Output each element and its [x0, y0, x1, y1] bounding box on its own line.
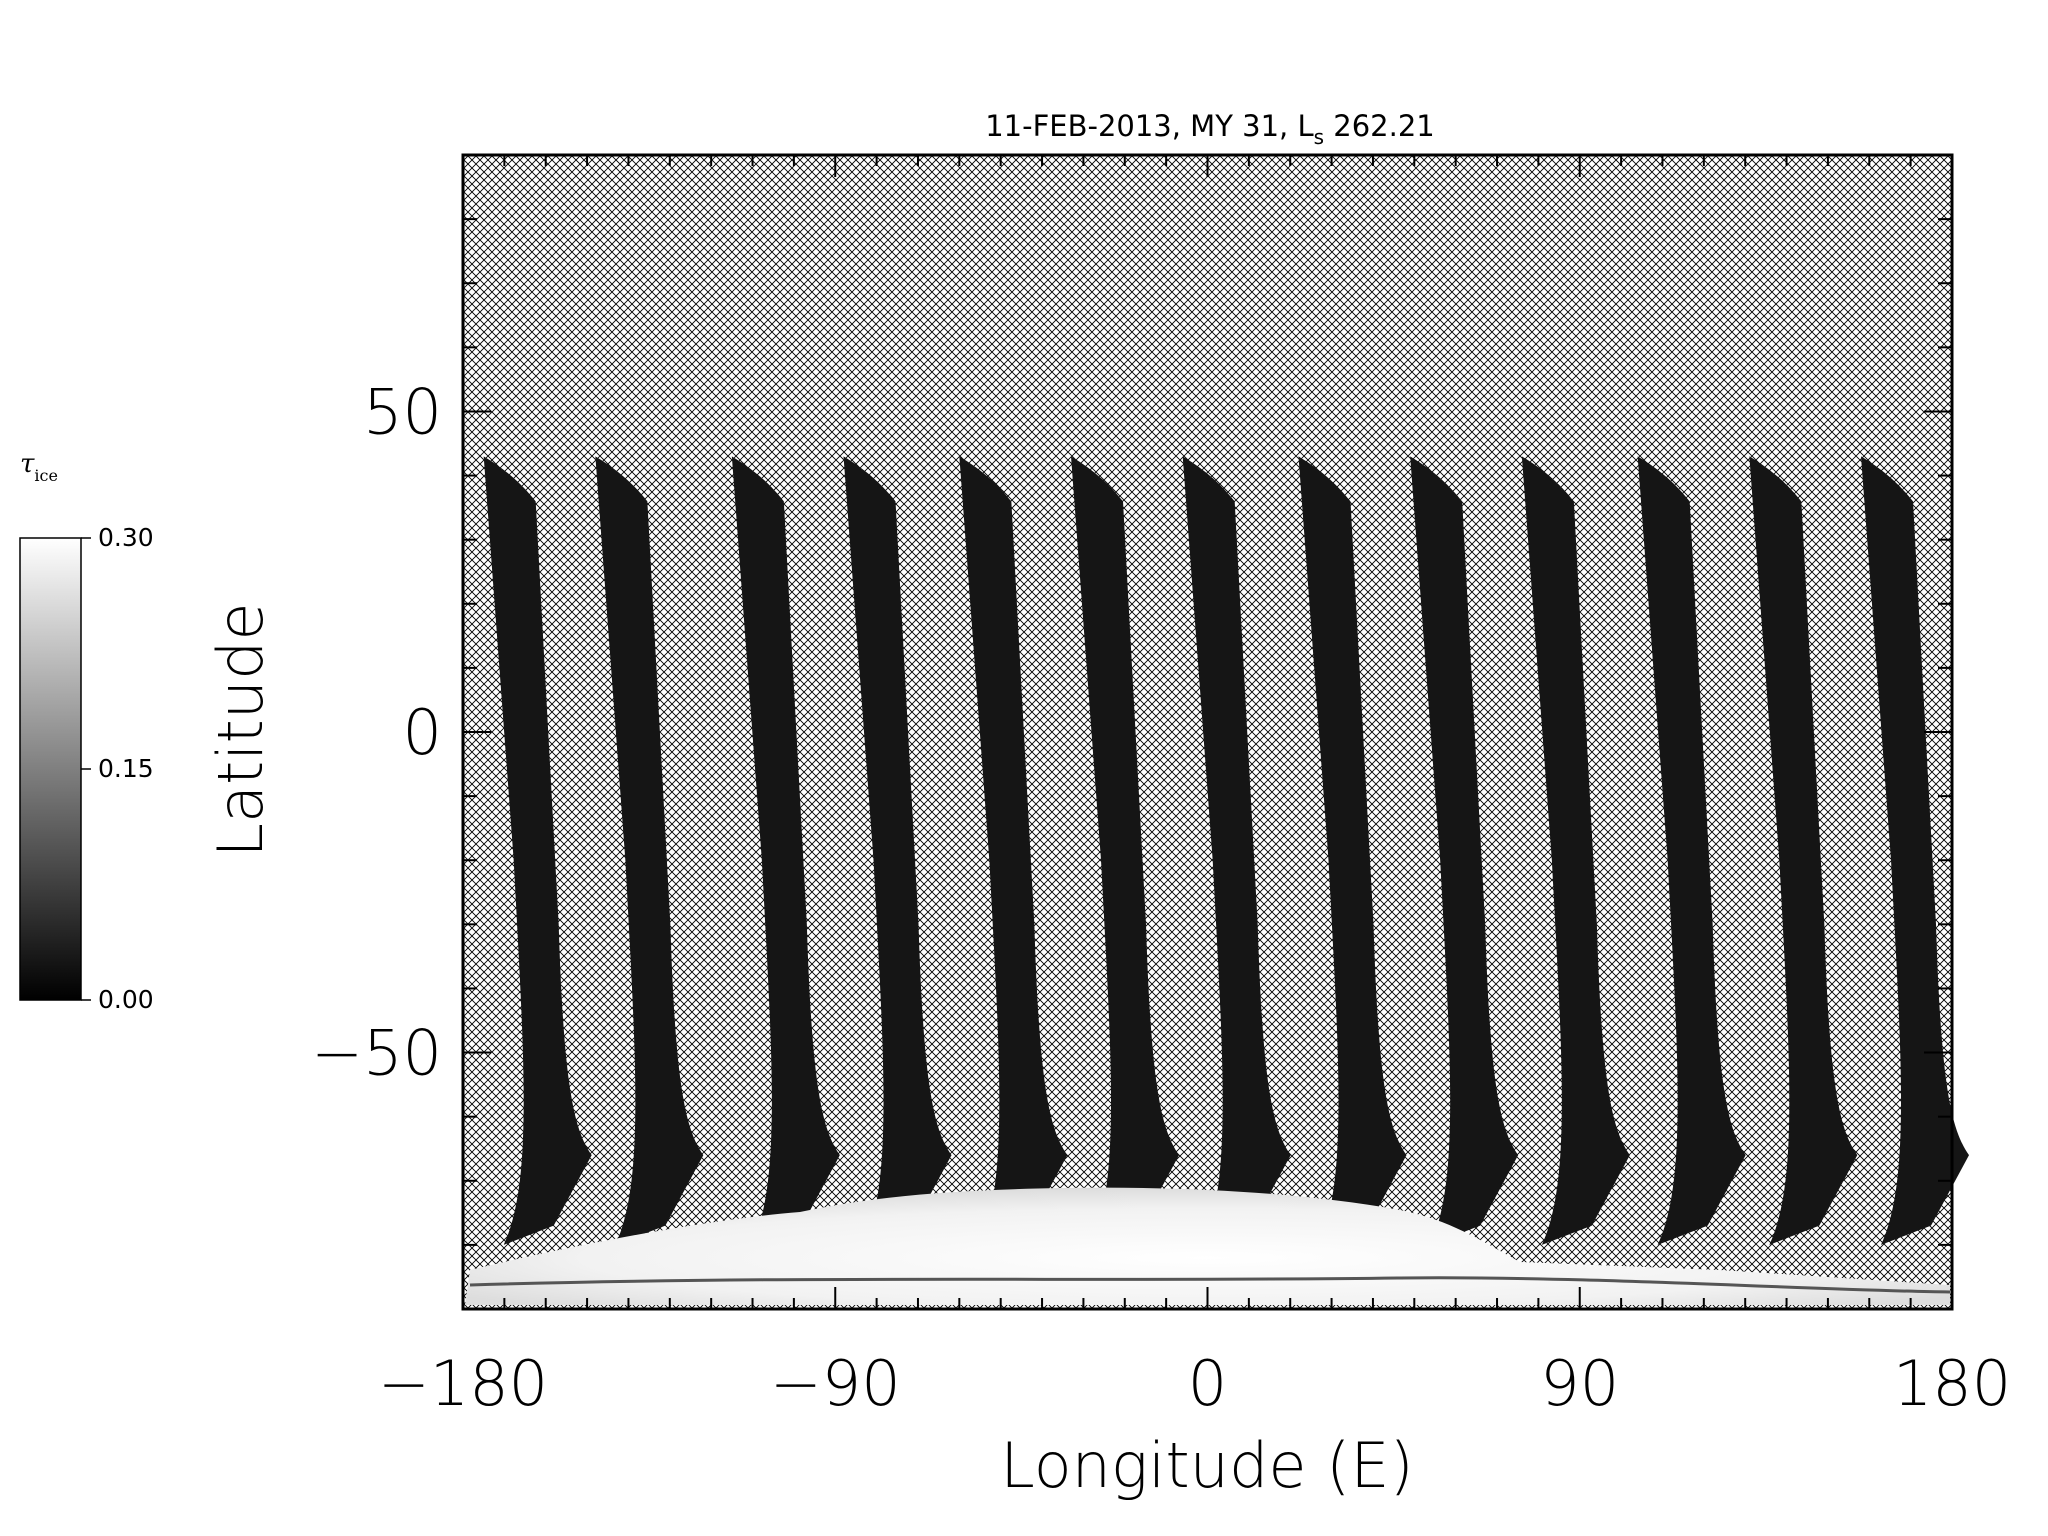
y-axis-label: Latitude: [204, 602, 277, 857]
x-tick-label: −90: [770, 1347, 901, 1420]
x-tick-label: 90: [1540, 1347, 1619, 1420]
swath-strip: [595, 456, 704, 1245]
colorbar: τice 0.00 0.15 0.30: [19, 449, 154, 1014]
x-tick-labels: −180 −90 0 90 180: [378, 1347, 2011, 1420]
plot-area: [461, 153, 1970, 1311]
swath-strip: [1521, 456, 1630, 1245]
y-tick-label: 50: [363, 375, 442, 448]
y-tick-labels: −50 0 50: [311, 375, 442, 1089]
colorbar-tick-label: 0.00: [98, 985, 154, 1014]
colorbar-title: τice: [20, 449, 58, 485]
observation-swaths: [483, 456, 1970, 1245]
polar-ice-region: [465, 1187, 1950, 1305]
swath-strip: [1749, 456, 1858, 1245]
colorbar-gradient: [19, 537, 82, 1001]
swath-strip: [1410, 456, 1519, 1245]
swath-strip: [1071, 456, 1180, 1245]
swath-strip: [959, 456, 1068, 1245]
chart-title: 11-FEB-2013, MY 31, Ls 262.21: [985, 109, 1435, 149]
swath-strip: [1861, 456, 1970, 1245]
colorbar-tick-label: 0.30: [98, 523, 154, 552]
swath-strip: [843, 456, 952, 1245]
y-tick-label: 0: [403, 696, 442, 769]
x-axis-label: Longitude (E): [1000, 1429, 1413, 1502]
colorbar-ticks: 0.00 0.15 0.30: [81, 523, 154, 1014]
y-tick-label: −50: [311, 1017, 442, 1090]
axis-ticks: [462, 154, 1953, 1310]
swath-strip: [483, 456, 592, 1245]
polar-surface-streaks: [469, 1276, 1951, 1294]
x-tick-label: 180: [1893, 1347, 2011, 1420]
x-tick-label: −180: [378, 1347, 548, 1420]
swath-strip: [731, 456, 840, 1245]
swath-strip: [1182, 456, 1291, 1245]
x-tick-label: 0: [1188, 1347, 1227, 1420]
swath-strip: [1637, 456, 1746, 1245]
swath-strip: [1298, 456, 1407, 1245]
colorbar-tick-label: 0.15: [98, 754, 154, 783]
